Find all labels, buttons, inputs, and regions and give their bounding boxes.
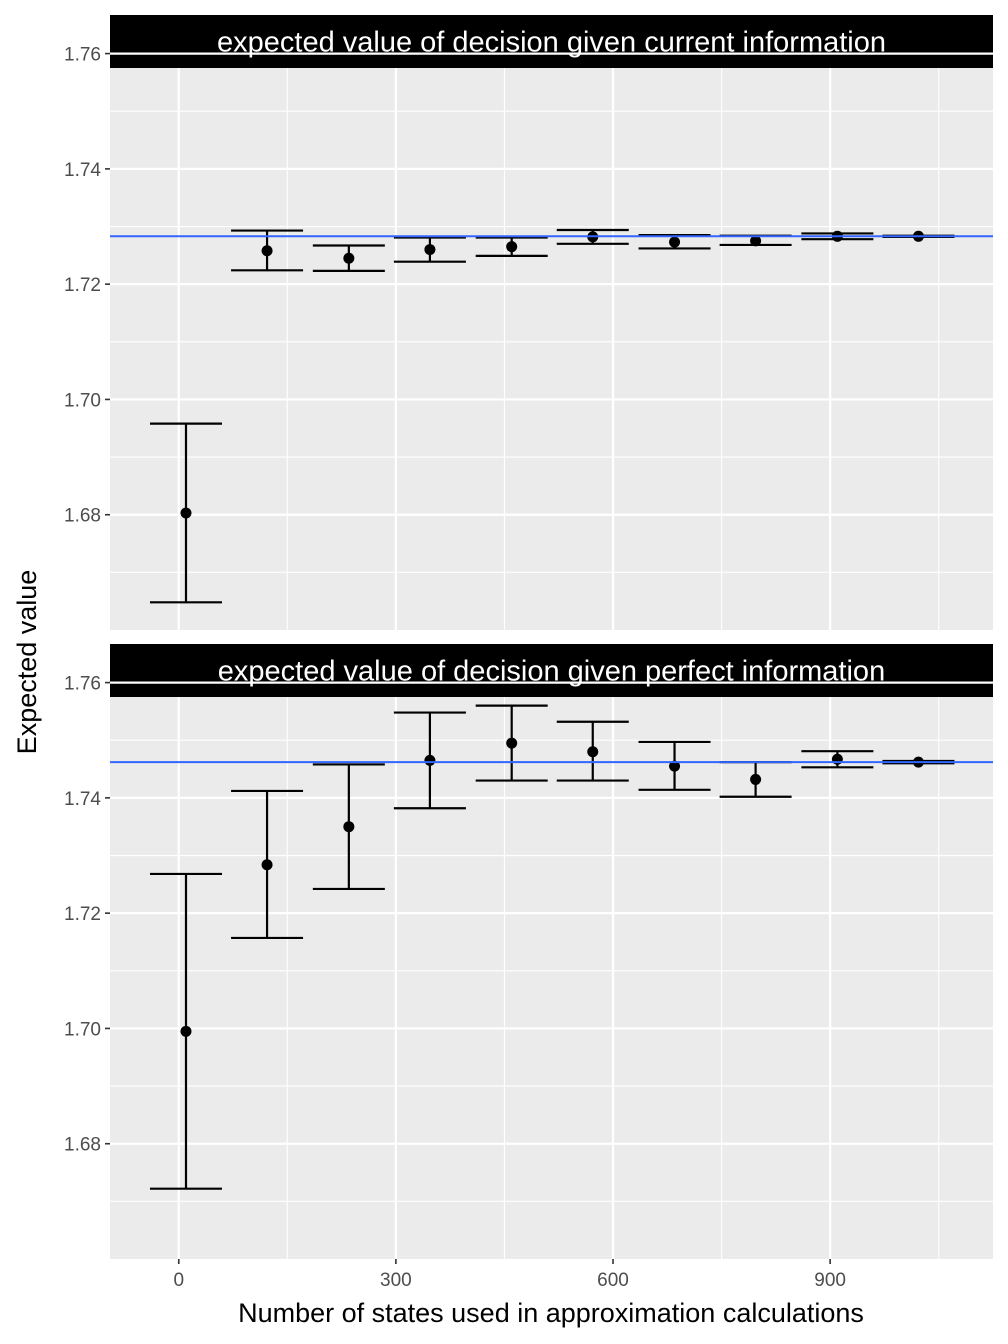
data-point	[424, 244, 436, 256]
data-point	[506, 737, 518, 749]
facet-panels: expected value of decision given current…	[64, 15, 993, 1259]
y-tick-label: 1.72	[64, 904, 101, 925]
data-point	[180, 507, 192, 519]
facet-strip	[110, 15, 993, 68]
facet-strip	[110, 644, 993, 697]
panel-background	[110, 68, 993, 630]
y-tick-label: 1.70	[64, 1019, 101, 1040]
x-tick-label: 0	[173, 1270, 184, 1291]
y-tick-label: 1.72	[64, 275, 101, 296]
data-point	[587, 746, 599, 758]
data-point	[669, 760, 681, 772]
data-point	[750, 773, 762, 785]
y-tick-label: 1.76	[64, 674, 101, 695]
y-tick-label: 1.70	[64, 390, 101, 411]
data-point	[506, 241, 518, 253]
x-axis-title: Number of states used in approximation c…	[238, 1298, 864, 1328]
facet-panel-1: expected value of decision given current…	[64, 15, 993, 630]
data-point	[261, 859, 273, 871]
data-point	[343, 821, 355, 833]
data-point	[343, 252, 355, 264]
y-tick-label: 1.74	[64, 789, 101, 810]
data-point	[424, 754, 436, 766]
y-tick-label: 1.74	[64, 160, 101, 181]
x-tick-label: 600	[597, 1270, 629, 1291]
panel-background	[110, 697, 993, 1259]
facet-panel-2: expected value of decision given perfect…	[64, 644, 993, 1259]
y-axis-title: Expected value	[12, 570, 42, 755]
y-tick-label: 1.68	[64, 1135, 101, 1156]
x-axis: 0 300 600 900	[173, 1259, 846, 1291]
y-tick-label: 1.76	[64, 45, 101, 66]
y-tick-label: 1.68	[64, 506, 101, 527]
x-tick-label: 300	[380, 1270, 412, 1291]
data-point	[669, 236, 681, 248]
data-point	[180, 1025, 192, 1037]
data-point	[261, 245, 273, 257]
data-point	[750, 235, 762, 247]
x-tick-label: 900	[814, 1270, 846, 1291]
